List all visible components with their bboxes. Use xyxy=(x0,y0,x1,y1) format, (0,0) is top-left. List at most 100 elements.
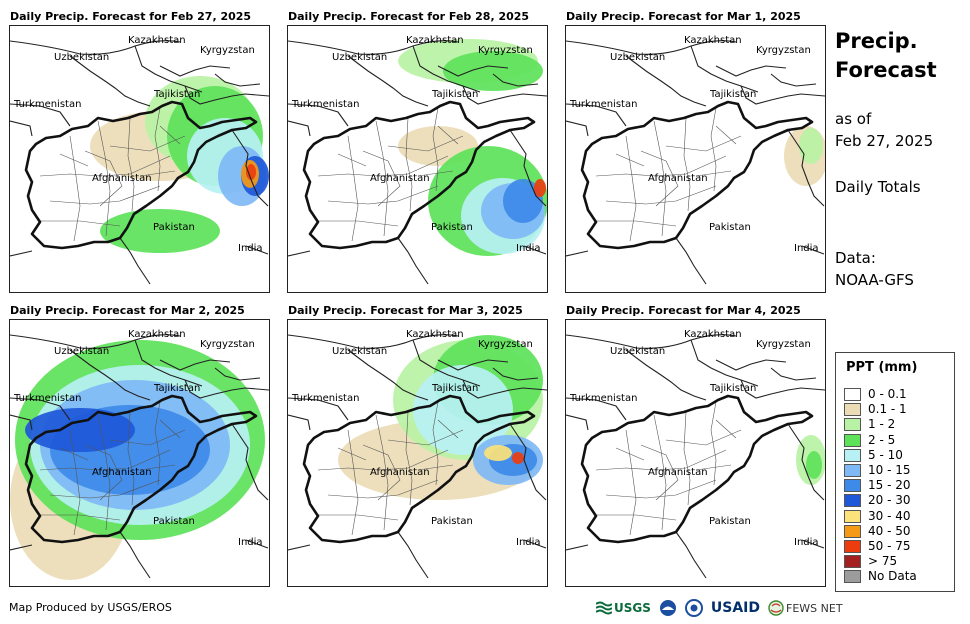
province-boundary xyxy=(84,150,123,207)
map-svg: Kazakhstan Kyrgyzstan Uzbekistan Tajikistan… xyxy=(566,320,825,586)
map-label-pakistan: Pakistan xyxy=(153,222,195,233)
map-label-tajikistan: Tajikistan xyxy=(709,89,756,100)
legend-item: 20 - 30 xyxy=(844,493,911,508)
legend-label: 0 - 0.1 xyxy=(868,387,907,401)
country-border xyxy=(10,103,71,127)
province-boundary xyxy=(595,155,727,177)
country-border xyxy=(288,414,311,431)
legend-item: 1 - 2 xyxy=(844,417,895,432)
country-border xyxy=(492,367,539,381)
province-boundary xyxy=(347,429,359,536)
panel-title-6: Daily Precip. Forecast for Mar 4, 2025 xyxy=(566,304,801,317)
legend-label: No Data xyxy=(868,569,917,584)
map-label-india: India xyxy=(794,243,819,254)
province-boundary xyxy=(710,401,717,486)
map-label-kyrgyzstan: Kyrgyzstan xyxy=(756,45,811,56)
afghanistan-outline xyxy=(302,394,536,544)
country-border xyxy=(690,339,759,387)
map-background xyxy=(566,320,825,586)
country-border xyxy=(740,379,825,399)
province-boundary xyxy=(69,135,81,242)
province-boundary xyxy=(318,514,399,521)
country-border xyxy=(184,379,269,399)
product-title-line1: Precip. xyxy=(835,29,918,53)
country-border xyxy=(288,250,311,257)
as-of-label: as of xyxy=(835,110,872,128)
map-label-turkmenistan: Turkmenistan xyxy=(13,393,81,404)
map-label-tajikistan: Tajikistan xyxy=(153,89,200,100)
legend-swatch xyxy=(844,479,861,493)
province-boundary xyxy=(97,414,111,531)
province-boundary xyxy=(432,401,439,486)
map-panel-feb27: Kazakhstan Kyrgyzstan Uzbekistan Tajikistan… xyxy=(9,25,270,293)
map-label-india: India xyxy=(794,537,819,548)
fewsnet-logo: FEWS NET xyxy=(768,600,843,616)
country-border xyxy=(566,250,589,257)
as-of-value: Feb 27, 2025 xyxy=(835,132,934,150)
country-border xyxy=(397,531,429,579)
map-label-turkmenistan: Turkmenistan xyxy=(569,393,637,404)
usgs-wave-icon xyxy=(596,601,612,615)
province-boundary xyxy=(154,401,161,486)
country-border xyxy=(10,250,33,257)
province-boundary xyxy=(362,444,401,501)
map-panel-feb28: Kazakhstan Kyrgyzstan Uzbekistan Tajikistan… xyxy=(287,25,548,293)
panel-title-3: Daily Precip. Forecast for Mar 1, 2025 xyxy=(566,10,801,23)
province-boundary xyxy=(405,117,413,212)
country-border xyxy=(347,55,429,107)
legend-label: 20 - 30 xyxy=(868,493,911,508)
province-boundary xyxy=(109,429,186,446)
legend-item: 0 - 0.1 xyxy=(844,387,907,401)
data-source: Data: NOAA-GFS xyxy=(835,247,914,291)
country-border xyxy=(675,531,707,579)
province-boundary xyxy=(710,107,717,192)
province-boundary xyxy=(715,419,737,439)
country-border xyxy=(10,334,181,349)
province-boundary xyxy=(154,107,161,192)
product-title-line2: Forecast xyxy=(835,58,937,82)
legend-label: 10 - 15 xyxy=(868,463,911,477)
country-border xyxy=(492,73,539,87)
map-label-turkmenistan: Turkmenistan xyxy=(569,99,637,110)
province-boundary xyxy=(683,411,691,506)
legend-item: 50 - 75 xyxy=(844,539,911,553)
province-boundary xyxy=(327,185,439,205)
country-border xyxy=(437,65,509,77)
legend-label: 2 - 5 xyxy=(868,432,896,447)
country-border xyxy=(10,120,33,137)
map-label-pakistan: Pakistan xyxy=(431,222,473,233)
province-boundary xyxy=(437,125,459,145)
logo-bar: USGS USAID FEWS NET xyxy=(596,598,843,618)
country-border xyxy=(715,65,787,77)
map-label-tajikistan: Tajikistan xyxy=(431,383,478,394)
legend-label: 5 - 10 xyxy=(868,447,903,462)
panel-title-4: Daily Precip. Forecast for Mar 2, 2025 xyxy=(10,304,245,317)
province-boundary xyxy=(653,414,667,531)
map-label-india: India xyxy=(238,243,263,254)
map-label-uzbekistan: Uzbekistan xyxy=(332,52,387,63)
country-border xyxy=(69,349,151,401)
precip-layer xyxy=(784,126,825,186)
data-source-label: Data: xyxy=(835,249,876,267)
province-boundary xyxy=(317,449,449,471)
country-border xyxy=(134,339,203,387)
country-border xyxy=(462,379,547,399)
panel-title-5: Daily Precip. Forecast for Mar 3, 2025 xyxy=(288,304,523,317)
data-source-value: NOAA-GFS xyxy=(835,271,914,289)
province-boundary xyxy=(437,419,459,439)
province-boundary xyxy=(40,220,121,227)
country-border xyxy=(437,359,509,371)
noaa-seal-icon xyxy=(659,600,676,616)
precip-area xyxy=(443,51,543,91)
map-svg: Kazakhstan Kyrgyzstan Uzbekistan Tajikistan… xyxy=(288,320,547,586)
province-boundary xyxy=(127,117,135,212)
country-border xyxy=(288,40,459,55)
province-boundary xyxy=(596,220,677,227)
province-boundary xyxy=(318,220,399,227)
map-label-pakistan: Pakistan xyxy=(709,222,751,233)
country-border xyxy=(159,65,231,77)
country-border xyxy=(288,120,311,137)
province-boundary xyxy=(665,429,742,446)
province-boundary xyxy=(49,479,161,499)
commerce-seal-icon xyxy=(684,599,703,617)
